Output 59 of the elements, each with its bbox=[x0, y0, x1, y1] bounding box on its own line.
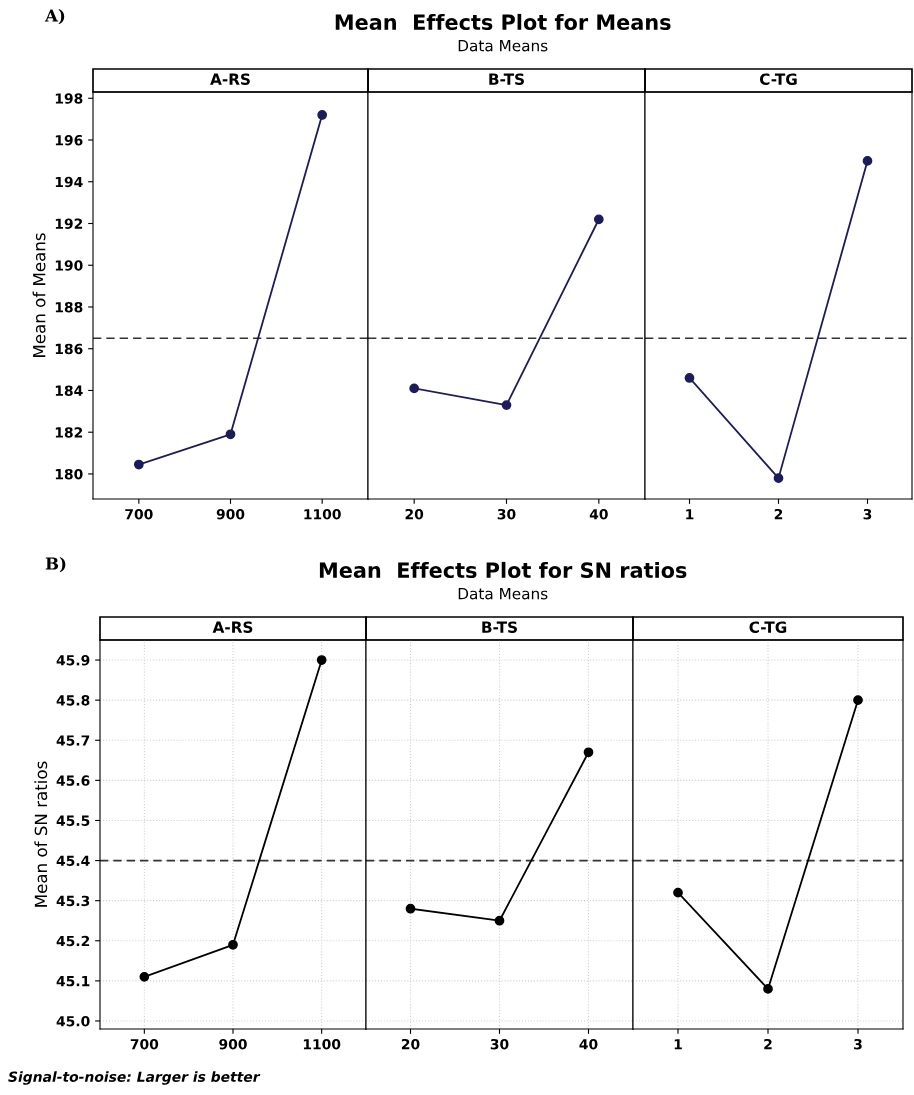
y-tick-label: 45.7 bbox=[56, 735, 90, 746]
y-tick-label: 184 bbox=[55, 385, 83, 396]
y-tick-label: 45.3 bbox=[56, 895, 90, 907]
chart-title: A-RS bbox=[210, 73, 250, 85]
x-tick-label: 20 bbox=[401, 1038, 420, 1050]
chart-title: B-TS bbox=[482, 621, 517, 633]
point bbox=[225, 429, 236, 440]
y-tick-label: 45.1 bbox=[56, 976, 90, 987]
x-tick-label: 30 bbox=[490, 1038, 509, 1050]
point bbox=[228, 939, 238, 950]
y-tick-label: 45.2 bbox=[56, 935, 90, 947]
y-tick-label: 180 bbox=[55, 468, 83, 480]
y-tick-label: 198 bbox=[55, 93, 83, 104]
x-tick-label: 1 bbox=[674, 1039, 682, 1050]
x-tick-label: 1100 bbox=[304, 508, 341, 520]
x-tick-label: 30 bbox=[497, 508, 516, 520]
text: Mean Effects Plot for SN ratios bbox=[319, 561, 687, 579]
chart-title: C-TG bbox=[749, 621, 787, 633]
x-tick-label: 40 bbox=[589, 508, 608, 520]
y-tick-label: 196 bbox=[55, 134, 83, 146]
y-tick-label: 192 bbox=[55, 218, 83, 229]
x-tick-label: 700 bbox=[125, 508, 153, 520]
y-tick-label: 45.0 bbox=[56, 1015, 90, 1027]
text: Data Means bbox=[458, 40, 548, 52]
x-tick-label: 1100 bbox=[303, 1038, 341, 1050]
y-axis-title: Mean of Means bbox=[32, 233, 46, 357]
x-tick-label: 40 bbox=[579, 1038, 598, 1050]
y-tick-label: 190 bbox=[55, 260, 83, 271]
point bbox=[133, 459, 144, 470]
text: B) bbox=[45, 556, 66, 573]
x-tick-label: 20 bbox=[405, 508, 424, 520]
x-tick-label: 1 bbox=[686, 509, 694, 520]
x-tick-label: 3 bbox=[863, 508, 872, 520]
y-tick-label: 45.8 bbox=[56, 695, 90, 706]
chart-title: C-TG bbox=[759, 73, 797, 85]
point bbox=[316, 655, 327, 665]
y-tick-label: 188 bbox=[55, 301, 83, 313]
y-tick-label: 45.4 bbox=[56, 855, 90, 867]
point bbox=[139, 972, 150, 982]
y-tick-label: 186 bbox=[55, 343, 83, 355]
x-tick-label: 2 bbox=[764, 1038, 772, 1050]
chart-title: A-RS bbox=[212, 621, 253, 633]
x-tick-label: 900 bbox=[216, 508, 245, 520]
y-tick-label: 182 bbox=[55, 427, 83, 438]
x-tick-label: 700 bbox=[130, 1038, 159, 1050]
y-tick-label: 45.9 bbox=[56, 655, 90, 666]
y-tick-label: 45.6 bbox=[56, 775, 90, 786]
text: A) bbox=[44, 8, 65, 25]
text: Mean Effects Plot for Means bbox=[335, 13, 671, 31]
y-tick-label: 194 bbox=[55, 176, 83, 188]
chart-title: B-TS bbox=[489, 73, 524, 85]
x-tick-label: 3 bbox=[854, 1038, 862, 1050]
point bbox=[317, 110, 328, 120]
x-tick-label: 900 bbox=[219, 1038, 247, 1050]
y-tick-label: 45.5 bbox=[56, 815, 90, 826]
x-tick-label: 2 bbox=[774, 508, 783, 520]
y-axis-title: Mean of SN ratios bbox=[34, 761, 48, 907]
text: Data Means bbox=[458, 588, 548, 600]
text: Signal-to-noise: Larger is better bbox=[8, 1071, 261, 1085]
